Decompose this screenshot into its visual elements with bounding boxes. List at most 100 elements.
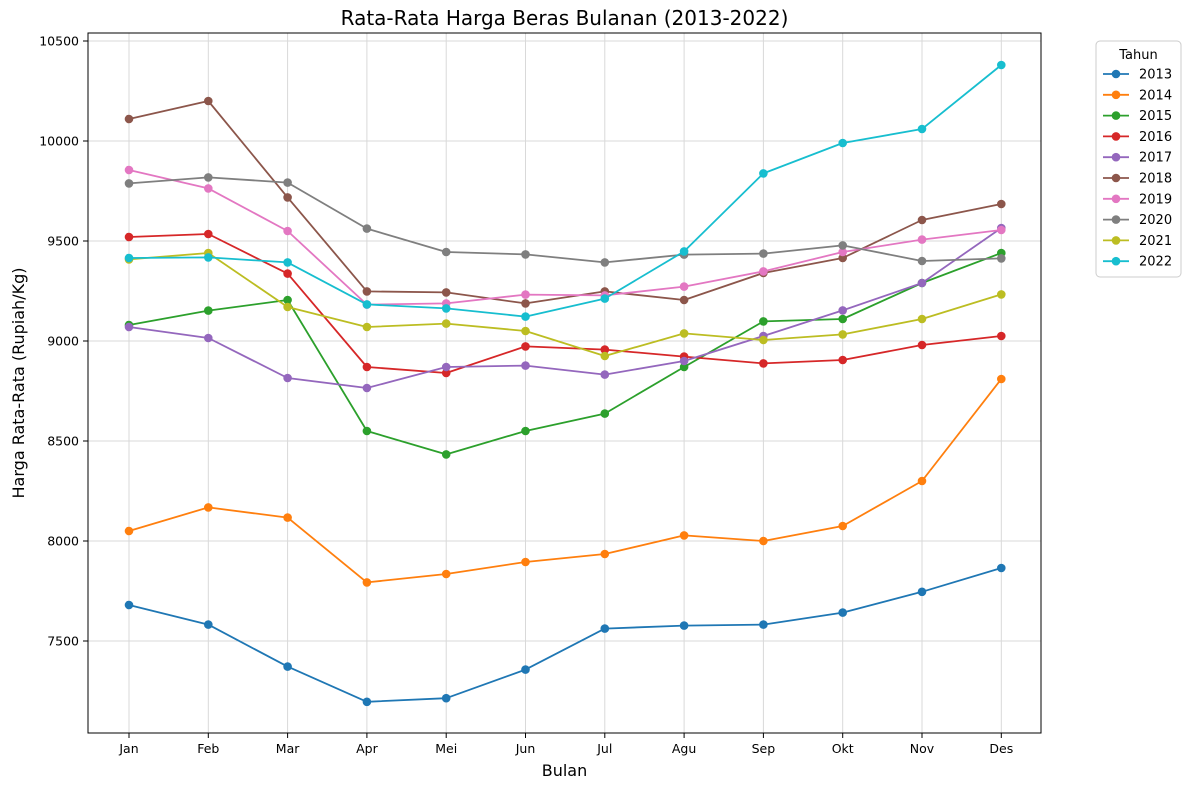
data-point-2015 — [362, 426, 372, 436]
data-point-2013 — [521, 665, 530, 674]
data-point-2022 — [204, 253, 213, 262]
x-tick-label: Apr — [356, 741, 378, 756]
data-point-2014 — [759, 536, 768, 546]
legend: Tahun 2013201420152016201720182019202020… — [1095, 40, 1182, 278]
data-point-2013 — [124, 600, 134, 610]
data-point-2016 — [600, 345, 610, 354]
chart-title: Rata-Rata Harga Beras Bulanan (2013-2022… — [341, 6, 789, 30]
legend-label: 2017 — [1139, 151, 1172, 166]
y-tick-label: 7500 — [47, 634, 79, 649]
data-point-2018 — [917, 215, 927, 225]
data-point-2017 — [600, 370, 610, 379]
data-point-2021 — [600, 351, 610, 361]
data-point-2021 — [441, 319, 451, 328]
data-point-2015 — [759, 317, 768, 326]
data-point-2022 — [917, 124, 927, 134]
data-point-2018 — [124, 114, 134, 124]
data-point-2013 — [204, 620, 213, 629]
data-point-2013 — [362, 697, 372, 707]
data-point-2020 — [838, 241, 847, 250]
data-point-2022 — [283, 258, 292, 267]
legend-title: Tahun — [1118, 48, 1157, 63]
y-tick-label: 9500 — [47, 234, 79, 249]
data-point-2021 — [283, 302, 292, 312]
data-point-2014 — [283, 513, 292, 522]
legend-item-2022: 2022 — [1103, 255, 1172, 270]
data-point-2019 — [759, 267, 768, 276]
data-point-2021 — [759, 335, 768, 345]
data-point-2014 — [362, 578, 372, 587]
x-axis-label: Bulan — [542, 761, 588, 780]
data-point-2020 — [521, 250, 530, 259]
data-point-2020 — [600, 258, 610, 267]
data-point-2013 — [441, 693, 451, 703]
data-point-2013 — [997, 563, 1006, 573]
data-point-2014 — [679, 531, 689, 540]
data-point-2016 — [441, 368, 451, 378]
series-line-2013 — [128, 567, 1002, 703]
legend-items: 2013 2014 2015 2016 2017 2018 2019 2020 2021 2022 — [1103, 68, 1172, 270]
legend-item-2016: 2016 — [1103, 130, 1172, 145]
x-tick-label: Mar — [276, 741, 300, 756]
series-2018 — [124, 96, 1006, 308]
data-point-2022 — [997, 60, 1006, 70]
data-point-2019 — [917, 235, 927, 244]
legend-item-2015: 2015 — [1103, 109, 1172, 124]
data-point-2020 — [283, 178, 292, 187]
data-point-2020 — [759, 249, 768, 258]
series-line-2021 — [128, 252, 1002, 357]
data-point-2020 — [917, 256, 927, 266]
y-tick-label: 8500 — [47, 434, 79, 449]
legend-item-2018: 2018 — [1103, 172, 1172, 187]
data-point-2016 — [362, 362, 372, 372]
data-point-2021 — [521, 326, 530, 336]
legend-marker — [1111, 256, 1121, 266]
legend-label: 2020 — [1139, 213, 1172, 228]
data-point-2022 — [521, 312, 530, 321]
data-point-2016 — [838, 355, 847, 365]
x-tick-label: Feb — [197, 741, 219, 756]
data-point-2018 — [283, 193, 292, 202]
y-tick-label: 8000 — [47, 534, 79, 549]
data-point-2014 — [838, 521, 847, 531]
data-point-2013 — [283, 662, 292, 671]
x-tick-label: Mei — [435, 741, 457, 756]
tick-layer: Jan Feb Mar Apr Mei Jun Jul Agu Sep Okt Nov Des 7500… — [39, 34, 1013, 757]
series-line-2018 — [128, 100, 1002, 305]
legend-marker — [1111, 111, 1121, 120]
data-point-2015 — [204, 306, 213, 315]
data-point-2016 — [917, 340, 927, 350]
data-point-2013 — [600, 624, 610, 633]
data-point-2013 — [759, 620, 768, 629]
legend-item-2020: 2020 — [1103, 213, 1172, 228]
data-point-2021 — [997, 290, 1006, 299]
legend-item-2021: 2021 — [1103, 234, 1172, 249]
data-point-2019 — [124, 165, 134, 175]
data-point-2017 — [917, 278, 927, 288]
legend-label: 2019 — [1139, 192, 1172, 207]
data-point-2018 — [838, 253, 847, 263]
data-point-2016 — [759, 359, 768, 368]
legend-marker — [1111, 215, 1121, 224]
series-line-2014 — [128, 378, 1003, 584]
data-point-2014 — [997, 374, 1006, 384]
y-tick-label: 9000 — [47, 334, 79, 349]
series-2013 — [124, 563, 1006, 707]
data-point-2018 — [997, 199, 1006, 209]
data-point-2015 — [679, 362, 689, 372]
legend-marker — [1111, 194, 1121, 204]
data-point-2022 — [759, 169, 768, 178]
data-point-2021 — [362, 322, 372, 332]
series-2022 — [124, 60, 1006, 321]
legend-marker — [1111, 90, 1121, 100]
x-tick-label: Jan — [118, 741, 138, 756]
data-point-2022 — [124, 253, 134, 263]
data-point-2018 — [362, 287, 372, 296]
legend-label: 2016 — [1139, 130, 1172, 145]
legend-item-2014: 2014 — [1103, 88, 1172, 103]
data-point-2020 — [204, 173, 213, 182]
data-point-2017 — [362, 383, 372, 393]
y-axis-label: Harga Rata-Rata (Rupiah/Kg) — [9, 268, 28, 499]
data-point-2017 — [204, 333, 213, 343]
